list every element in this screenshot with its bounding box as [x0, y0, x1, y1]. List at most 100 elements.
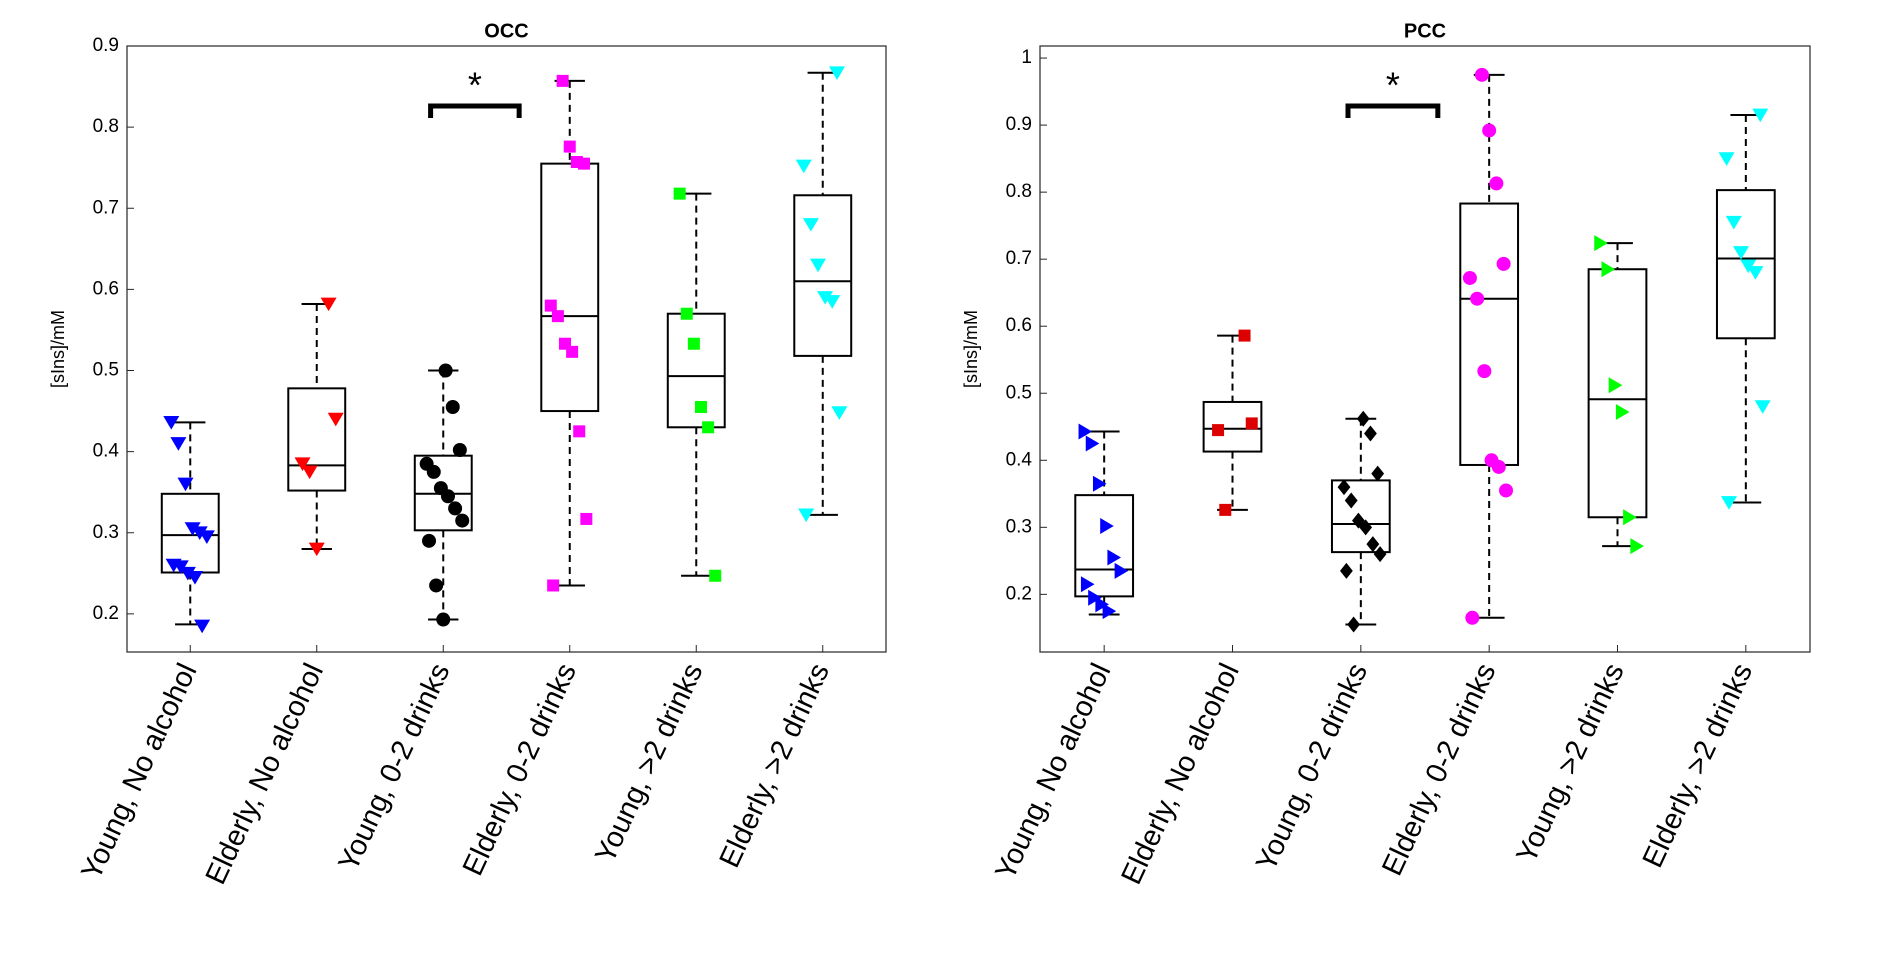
data-point	[1371, 465, 1385, 482]
data-point	[709, 569, 722, 582]
data-point	[455, 513, 470, 528]
data-point	[1718, 152, 1735, 166]
y-tick-label: 0.6	[93, 278, 119, 299]
x-tick-label: Elderly, 0-2 drinks	[457, 659, 583, 881]
y-axis-label: [sIns]/mM	[961, 310, 981, 388]
data-point	[1499, 483, 1514, 498]
data-point	[1085, 435, 1100, 452]
data-point	[1601, 261, 1616, 278]
box	[793, 194, 853, 357]
box	[1587, 268, 1648, 519]
data-point	[179, 566, 196, 581]
y-tick-label: 0.8	[1006, 181, 1032, 202]
box-chart: PCC [sIns]/mM 0.2 0.3 0.4 0.5 0.6 0.7 0.8 0.9 1 You…	[961, 20, 1811, 890]
data-point	[194, 619, 211, 634]
significance-marker: *	[1386, 65, 1400, 106]
data-point	[1630, 538, 1644, 555]
data-point	[1752, 108, 1769, 123]
data-point	[1356, 410, 1370, 427]
data-point	[680, 307, 693, 320]
data-point	[702, 421, 715, 434]
data-point	[1114, 562, 1129, 579]
significance-bracket	[428, 103, 522, 118]
data-point	[810, 258, 827, 273]
x-tick-label: Young, 0-2 drinks	[333, 659, 457, 876]
x-tick-label: Elderly, >2 drinks	[714, 659, 836, 873]
data-point	[1344, 492, 1358, 509]
data-point	[673, 187, 686, 200]
data-point	[802, 218, 819, 232]
y-tick-label: 0.7	[1006, 248, 1032, 269]
data-point	[452, 443, 467, 457]
data-point	[1219, 503, 1232, 516]
data-point	[1491, 459, 1506, 474]
box	[666, 312, 726, 429]
data-point	[580, 512, 593, 525]
y-tick-label: 0.6	[1006, 315, 1032, 336]
data-point	[824, 295, 841, 309]
y-tick-label: 0.5	[93, 360, 119, 381]
data-point	[1212, 424, 1225, 437]
y-tick-label: 0.7	[93, 197, 119, 218]
data-point	[577, 157, 590, 170]
x-tick-label: Elderly, No alcohol	[200, 659, 330, 890]
data-point	[320, 297, 337, 312]
x-tick-label: Young, >2 drinks	[1511, 659, 1631, 868]
data-point	[828, 66, 845, 80]
data-point	[426, 464, 441, 479]
data-point	[184, 522, 201, 536]
data-point	[551, 310, 564, 323]
data-point	[1366, 536, 1380, 553]
box-chart: OCC [sIns]/mM 0.2 0.3 0.4 0.5 0.6 0.7 0.8 0.9 Youn…	[48, 20, 887, 890]
y-tick-label: 0.2	[1006, 583, 1032, 604]
data-point	[1092, 475, 1107, 492]
chart-title: PCC	[1404, 20, 1446, 42]
y-tick-label: 0.8	[93, 116, 119, 137]
data-point	[817, 291, 834, 305]
data-point	[1359, 519, 1373, 536]
data-point	[191, 526, 208, 540]
y-tick-label: 0.9	[1006, 114, 1032, 135]
significance-marker: *	[468, 65, 482, 106]
x-tick-label: Young, No alcohol	[75, 659, 203, 885]
box	[287, 387, 347, 492]
data-point	[544, 299, 557, 312]
data-point	[795, 159, 812, 174]
data-point	[1107, 549, 1121, 566]
chart-title: OCC	[484, 20, 528, 42]
box	[540, 162, 600, 413]
data-point	[422, 533, 437, 548]
data-point	[1245, 417, 1258, 430]
data-point	[308, 542, 325, 557]
data-point	[566, 345, 579, 358]
data-point	[1733, 246, 1750, 260]
data-point	[547, 579, 560, 592]
y-tick-label: 0.4	[1006, 449, 1033, 470]
x-tick-label: Elderly, >2 drinks	[1637, 659, 1759, 873]
significance-bracket	[1345, 103, 1441, 118]
data-point	[429, 578, 444, 593]
data-point	[1337, 479, 1351, 496]
data-point	[831, 406, 848, 420]
data-point	[301, 465, 318, 480]
data-point	[1477, 364, 1492, 379]
data-point	[1238, 329, 1251, 342]
x-tick-label: Elderly, No alcohol	[1116, 659, 1246, 890]
data-point	[573, 425, 586, 438]
data-point	[1364, 425, 1377, 442]
data-point	[1347, 616, 1361, 633]
data-point	[1754, 400, 1771, 414]
box	[1330, 479, 1391, 554]
data-point	[1078, 423, 1093, 440]
axes-frame	[126, 45, 887, 653]
data-point	[198, 530, 215, 545]
data-point	[1615, 404, 1630, 421]
data-point	[687, 337, 700, 350]
data-point	[1608, 377, 1623, 394]
x-tick-label: Young, >2 drinks	[589, 659, 709, 868]
y-tick-label: 0.3	[93, 522, 119, 543]
data-point	[440, 489, 455, 504]
data-point	[1088, 589, 1102, 606]
data-point	[1496, 256, 1511, 271]
